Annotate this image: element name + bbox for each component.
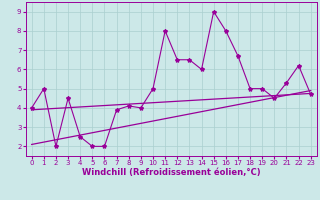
X-axis label: Windchill (Refroidissement éolien,°C): Windchill (Refroidissement éolien,°C) [82,168,260,177]
